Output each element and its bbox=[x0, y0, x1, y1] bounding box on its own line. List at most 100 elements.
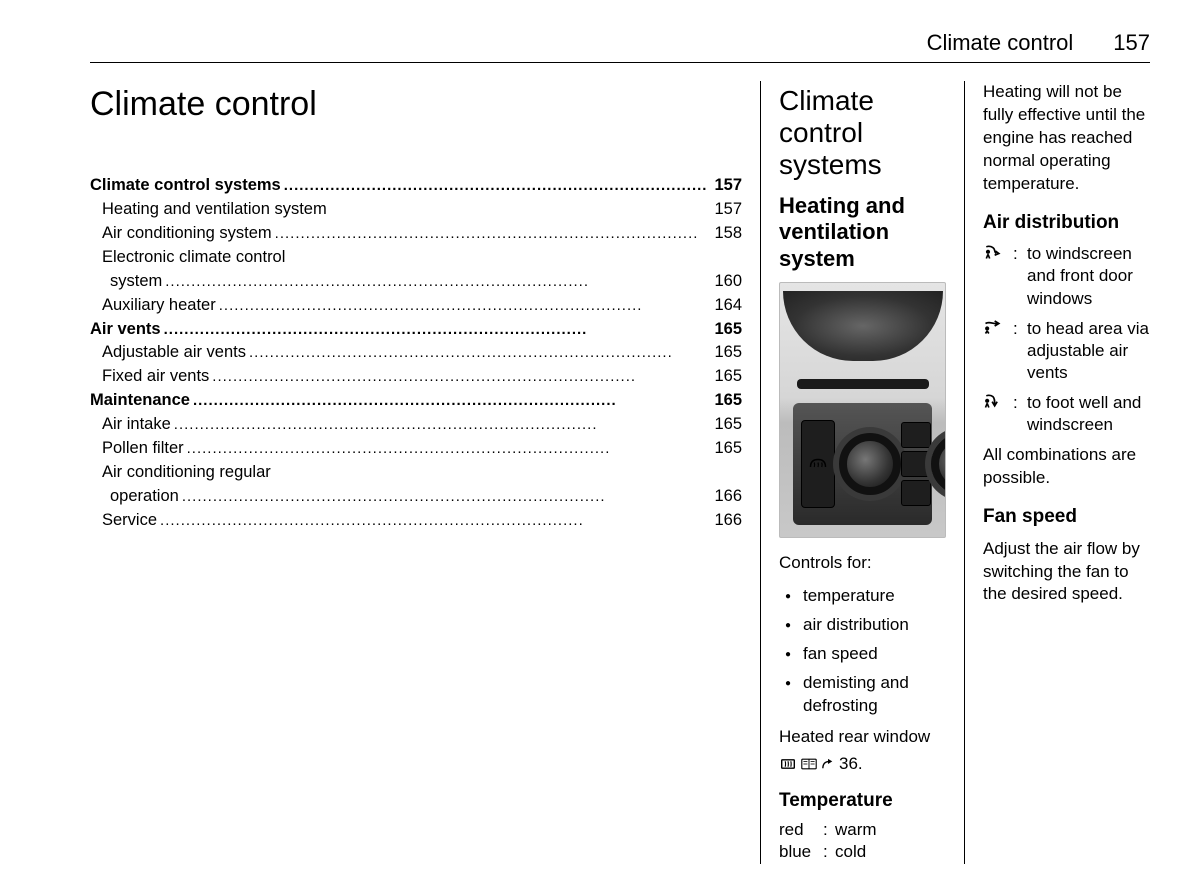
toc-leader-dots bbox=[216, 294, 711, 318]
air-mode-button-1-icon bbox=[901, 422, 931, 448]
list-item-text: temperature bbox=[803, 585, 895, 608]
toc-page: 165 bbox=[710, 413, 742, 437]
controls-intro: Controls for: bbox=[779, 552, 946, 575]
heating-effectiveness-note: Heating will not be fully effective unti… bbox=[983, 81, 1150, 196]
toc-leader-dots bbox=[272, 222, 711, 246]
toc-label: Auxiliary heater bbox=[90, 294, 216, 318]
air-distribution-row: :to head area via adjustable air vents bbox=[983, 318, 1150, 384]
list-item: fan speed bbox=[785, 643, 946, 666]
air-distribution-heading: Air distribution bbox=[983, 210, 1150, 236]
toc-label: Adjustable air vents bbox=[90, 341, 246, 365]
air-distribution-colon: : bbox=[1013, 318, 1027, 341]
definition-row: blue:cold bbox=[779, 842, 946, 862]
toc-entry: Service 166 bbox=[90, 509, 742, 533]
toc-leader-dots bbox=[281, 174, 711, 198]
air-distribution-row: :to windscreen and front door windows bbox=[983, 243, 1150, 309]
toc-page: 165 bbox=[710, 341, 742, 365]
toc-page: 166 bbox=[710, 485, 742, 509]
toc-leader-dots bbox=[190, 389, 711, 413]
toc-entry: Maintenance165 bbox=[90, 389, 742, 413]
air-distribution-row: :to foot well and windscreen bbox=[983, 392, 1150, 436]
header-page-number: 157 bbox=[1113, 30, 1150, 56]
toc-entry: Heating and ventilation system 157 bbox=[90, 198, 742, 222]
air-distribution-icon-slot bbox=[983, 392, 1013, 408]
toc-page: 165 bbox=[710, 318, 742, 342]
fan-speed-text: Adjust the air flow by switching the fan… bbox=[983, 538, 1150, 607]
list-item: air distribution bbox=[785, 614, 946, 637]
heated-rear-window-page-ref: 36. bbox=[839, 753, 863, 776]
toc-page: 157 bbox=[710, 198, 742, 222]
air-distribution-text: to windscreen and front door windows bbox=[1027, 243, 1150, 309]
definition-key: blue bbox=[779, 842, 823, 862]
toc-label: Fixed air vents bbox=[90, 365, 209, 389]
section-title: Climate control systems bbox=[779, 85, 946, 181]
fan-knob-icon bbox=[931, 433, 946, 495]
figure-center-buttons bbox=[901, 422, 931, 506]
toc-leader-dots bbox=[246, 341, 710, 365]
toc-entry: Electronic climate control bbox=[90, 246, 742, 270]
content-columns: Climate control Climate control systems 1… bbox=[90, 81, 1150, 864]
toc-label: Service bbox=[90, 509, 157, 533]
fan-speed-heading: Fan speed bbox=[983, 504, 1150, 530]
toc-leader-dots bbox=[157, 509, 710, 533]
air-mode-button-3-icon bbox=[901, 480, 931, 506]
heated-rear-window-icon bbox=[779, 757, 797, 771]
definition-value: warm bbox=[835, 820, 946, 840]
toc-label: Pollen filter bbox=[90, 437, 184, 461]
definition-value: cold bbox=[835, 842, 946, 862]
air-distribution-list: :to windscreen and front door windows:to… bbox=[983, 243, 1150, 436]
toc-entry: Auxiliary heater 164 bbox=[90, 294, 742, 318]
toc-entry: Fixed air vents165 bbox=[90, 365, 742, 389]
toc-leader-dots bbox=[161, 318, 711, 342]
heated-rear-window-text: Heated rear window bbox=[779, 726, 930, 749]
definition-colon: : bbox=[823, 842, 835, 862]
air-distribution-icon-slot bbox=[983, 318, 1013, 334]
toc-leader-dots bbox=[209, 365, 710, 389]
list-item-text: fan speed bbox=[803, 643, 878, 666]
subsection-title: Heating and ventilation system bbox=[779, 193, 946, 272]
toc-page: 166 bbox=[710, 509, 742, 533]
toc-page: 160 bbox=[710, 270, 742, 294]
figure-right-group bbox=[931, 420, 946, 508]
definition-colon: : bbox=[823, 820, 835, 840]
toc-page: 158 bbox=[710, 222, 742, 246]
chapter-title: Climate control bbox=[90, 85, 742, 124]
toc-label: Heating and ventilation system bbox=[90, 198, 327, 222]
temperature-knob-icon bbox=[839, 433, 901, 495]
toc-label: Electronic climate control bbox=[90, 246, 285, 270]
list-item: demisting and defrosting bbox=[785, 672, 946, 718]
temperature-definition-list: red:warmblue:cold bbox=[779, 820, 946, 862]
toc-entry: Air conditioning system158 bbox=[90, 222, 742, 246]
toc-entry: system 160 bbox=[90, 270, 742, 294]
figure-left-group bbox=[801, 420, 901, 508]
toc-entry: Pollen filter 165 bbox=[90, 437, 742, 461]
temperature-heading: Temperature bbox=[779, 790, 946, 812]
toc-entry: Adjustable air vents 165 bbox=[90, 341, 742, 365]
toc-label: Climate control systems bbox=[90, 174, 281, 198]
toc-label: Maintenance bbox=[90, 389, 190, 413]
header-section-title: Climate control bbox=[927, 30, 1074, 56]
air-distribution-text: to head area via adjustable air vents bbox=[1027, 318, 1150, 384]
arrow-reference-icon bbox=[821, 758, 835, 770]
bullet-icon bbox=[785, 643, 803, 666]
bullet-icon bbox=[785, 585, 803, 608]
controls-block: Controls for: temperature air distributio… bbox=[779, 552, 946, 776]
air-distribution-colon: : bbox=[1013, 392, 1027, 415]
figure-top-dial bbox=[783, 291, 943, 361]
toc-label: system bbox=[90, 270, 162, 294]
toc-leader-dots bbox=[184, 437, 711, 461]
toc-page: 165 bbox=[710, 437, 742, 461]
figure-cd-slot bbox=[797, 379, 929, 389]
bullet-icon bbox=[785, 672, 803, 695]
figure-control-panel bbox=[793, 403, 932, 525]
manual-page: Climate control 157 Climate control Clim… bbox=[0, 0, 1200, 894]
toc-page: 164 bbox=[710, 294, 742, 318]
air-flow-windscreen-icon bbox=[983, 243, 1003, 259]
heated-rear-window-reference: Heated rear window 36. bbox=[779, 726, 946, 776]
air-flow-foot-icon bbox=[983, 392, 1003, 408]
front-defrost-button-icon bbox=[801, 420, 835, 508]
toc-page: 157 bbox=[710, 174, 742, 198]
list-item: temperature bbox=[785, 585, 946, 608]
definition-row: red:warm bbox=[779, 820, 946, 840]
toc-leader-dots bbox=[179, 485, 711, 509]
